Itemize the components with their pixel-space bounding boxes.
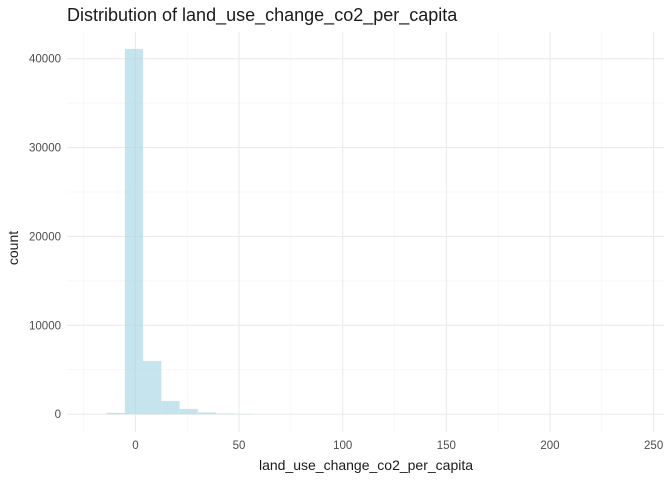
x-axis-ticks: 0 50 100 150 200 250 [132, 440, 663, 452]
bars [106, 48, 253, 415]
histogram-bar [161, 400, 180, 415]
x-tick-label: 100 [333, 440, 352, 452]
x-tick-label: 50 [233, 440, 246, 452]
x-axis-label: land_use_change_co2_per_capita [259, 457, 473, 473]
histogram-bar [143, 360, 162, 415]
x-tick-label: 150 [437, 440, 456, 452]
chart-title: Distribution of land_use_change_co2_per_… [67, 5, 458, 26]
y-tick-label: 0 [55, 409, 61, 421]
y-tick-label: 30000 [29, 143, 61, 155]
x-tick-label: 200 [540, 440, 559, 452]
y-axis-ticks: 0 10000 20000 30000 40000 [29, 54, 61, 422]
y-tick-label: 10000 [29, 320, 61, 332]
y-axis-label: count [5, 231, 21, 265]
x-tick-label: 250 [644, 440, 663, 452]
y-tick-label: 40000 [29, 54, 61, 66]
histogram-bar [216, 413, 235, 415]
histogram-bar [124, 48, 144, 415]
x-tick-label: 0 [132, 440, 138, 452]
y-tick-label: 20000 [29, 231, 61, 243]
histogram-bar [179, 408, 198, 415]
histogram-bar [197, 412, 217, 415]
histogram-bar [106, 412, 125, 415]
